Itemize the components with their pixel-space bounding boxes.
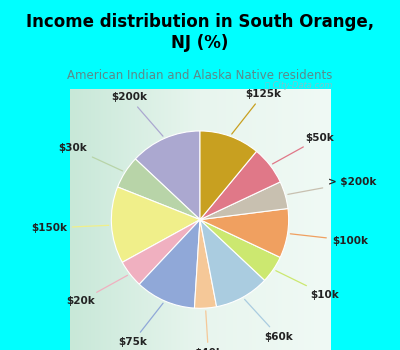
Text: $50k: $50k	[272, 133, 334, 164]
Wedge shape	[200, 220, 280, 280]
Text: $150k: $150k	[31, 223, 109, 233]
Text: American Indian and Alaska Native residents: American Indian and Alaska Native reside…	[67, 69, 333, 82]
Wedge shape	[135, 131, 200, 220]
Wedge shape	[122, 220, 200, 284]
Text: $30k: $30k	[58, 143, 123, 171]
Text: $40k: $40k	[194, 311, 223, 350]
Wedge shape	[200, 209, 289, 257]
Text: $60k: $60k	[244, 299, 293, 342]
Wedge shape	[111, 187, 200, 262]
Text: $100k: $100k	[290, 234, 368, 245]
Text: $10k: $10k	[276, 271, 339, 300]
Wedge shape	[200, 131, 256, 220]
Text: > $200k: > $200k	[288, 177, 376, 194]
Text: ⓘ City-Data.com: ⓘ City-Data.com	[265, 81, 332, 90]
Wedge shape	[139, 220, 200, 308]
Text: $200k: $200k	[111, 92, 163, 136]
Wedge shape	[200, 151, 280, 220]
Text: Income distribution in South Orange,
NJ (%): Income distribution in South Orange, NJ …	[26, 13, 374, 52]
Wedge shape	[200, 220, 265, 307]
Text: $20k: $20k	[66, 275, 128, 307]
Text: $125k: $125k	[232, 89, 281, 134]
Text: $75k: $75k	[118, 303, 163, 347]
Wedge shape	[118, 159, 200, 220]
Wedge shape	[200, 182, 288, 220]
Wedge shape	[194, 220, 217, 308]
